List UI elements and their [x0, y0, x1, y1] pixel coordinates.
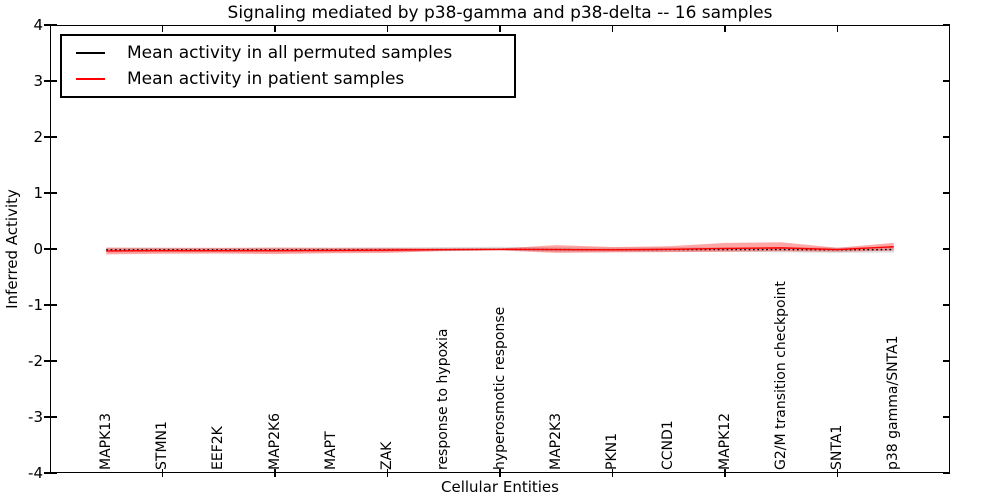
tick-mark — [724, 25, 726, 32]
tick-mark — [724, 469, 726, 477]
y-tick-label: 4 — [33, 16, 43, 34]
x-category-label: MAPK13 — [97, 412, 114, 470]
y-tick-label: -2 — [28, 352, 43, 370]
tick-mark — [44, 472, 57, 474]
line-permuted-mean — [106, 248, 894, 251]
tick-mark — [943, 360, 950, 362]
tick-mark — [44, 192, 57, 194]
legend-label-patient: Mean activity in patient samples — [127, 69, 405, 90]
y-tick-label: 1 — [33, 184, 43, 202]
tick-mark — [44, 416, 57, 418]
tick-mark — [836, 469, 839, 477]
tick-mark — [274, 25, 276, 32]
x-category-label: hyperosmotic response — [491, 306, 508, 470]
y-tick-label: -4 — [28, 464, 43, 482]
tick-mark — [611, 469, 614, 477]
patient-line-sample-icon — [76, 78, 105, 81]
tick-mark — [943, 192, 950, 194]
tick-mark — [161, 469, 164, 477]
tick-mark — [44, 24, 57, 26]
tick-mark — [943, 304, 950, 306]
legend: Mean activity in all permuted samples Me… — [60, 34, 516, 98]
tick-mark — [44, 248, 57, 250]
tick-mark — [499, 25, 501, 32]
tick-mark — [499, 469, 501, 477]
x-category-label: PKN1 — [604, 432, 620, 470]
permuted-line-sample-icon — [76, 51, 105, 54]
x-category-label: p38 gamma/SNTA1 — [885, 335, 902, 471]
x-category-label: EEF2K — [210, 426, 227, 470]
chart-canvas — [106, 242, 894, 255]
x-axis-label: Cellular Entities — [441, 478, 559, 496]
y-tick-label: 2 — [33, 128, 43, 146]
tick-mark — [44, 80, 57, 82]
x-category-label: ZAK — [379, 441, 395, 470]
x-category-label: MAPK12 — [716, 412, 733, 470]
tick-mark — [943, 136, 950, 138]
tick-mark — [44, 304, 57, 306]
y-tick-label: -3 — [28, 408, 43, 426]
tick-mark — [161, 25, 164, 32]
x-category-label: SNTA1 — [829, 424, 845, 470]
y-tick-label: 0 — [33, 240, 43, 258]
tick-mark — [386, 25, 389, 32]
tick-mark — [943, 24, 950, 26]
x-category-label: MAP2K6 — [266, 412, 283, 470]
tick-mark — [386, 469, 389, 477]
x-category-label: G2/M transition checkpoint — [772, 281, 789, 470]
x-category-label: response to hypoxia — [435, 328, 452, 470]
legend-label-permuted: Mean activity in all permuted samples — [127, 42, 453, 63]
y-tick-label: -1 — [28, 296, 43, 314]
tick-mark — [943, 248, 950, 250]
tick-mark — [943, 416, 950, 418]
line-patient-mean — [106, 246, 894, 252]
legend-item-patient: Mean activity in patient samples — [76, 69, 514, 89]
x-category-label: STMN1 — [154, 421, 170, 470]
band-patient — [106, 242, 894, 255]
x-category-label: MAP2K3 — [547, 412, 564, 470]
x-category-label: CCND1 — [660, 420, 677, 470]
tick-mark — [836, 25, 839, 32]
legend-item-permuted: Mean activity in all permuted samples — [76, 43, 514, 63]
tick-mark — [611, 25, 614, 32]
tick-mark — [274, 469, 276, 477]
tick-mark — [44, 136, 57, 138]
tick-mark — [943, 472, 950, 474]
chart-title: Signaling mediated by p38-gamma and p38-… — [227, 3, 773, 23]
tick-mark — [943, 80, 950, 82]
y-tick-label: 3 — [33, 72, 43, 90]
tick-mark — [44, 360, 57, 362]
x-category-label: MAPT — [322, 431, 339, 470]
